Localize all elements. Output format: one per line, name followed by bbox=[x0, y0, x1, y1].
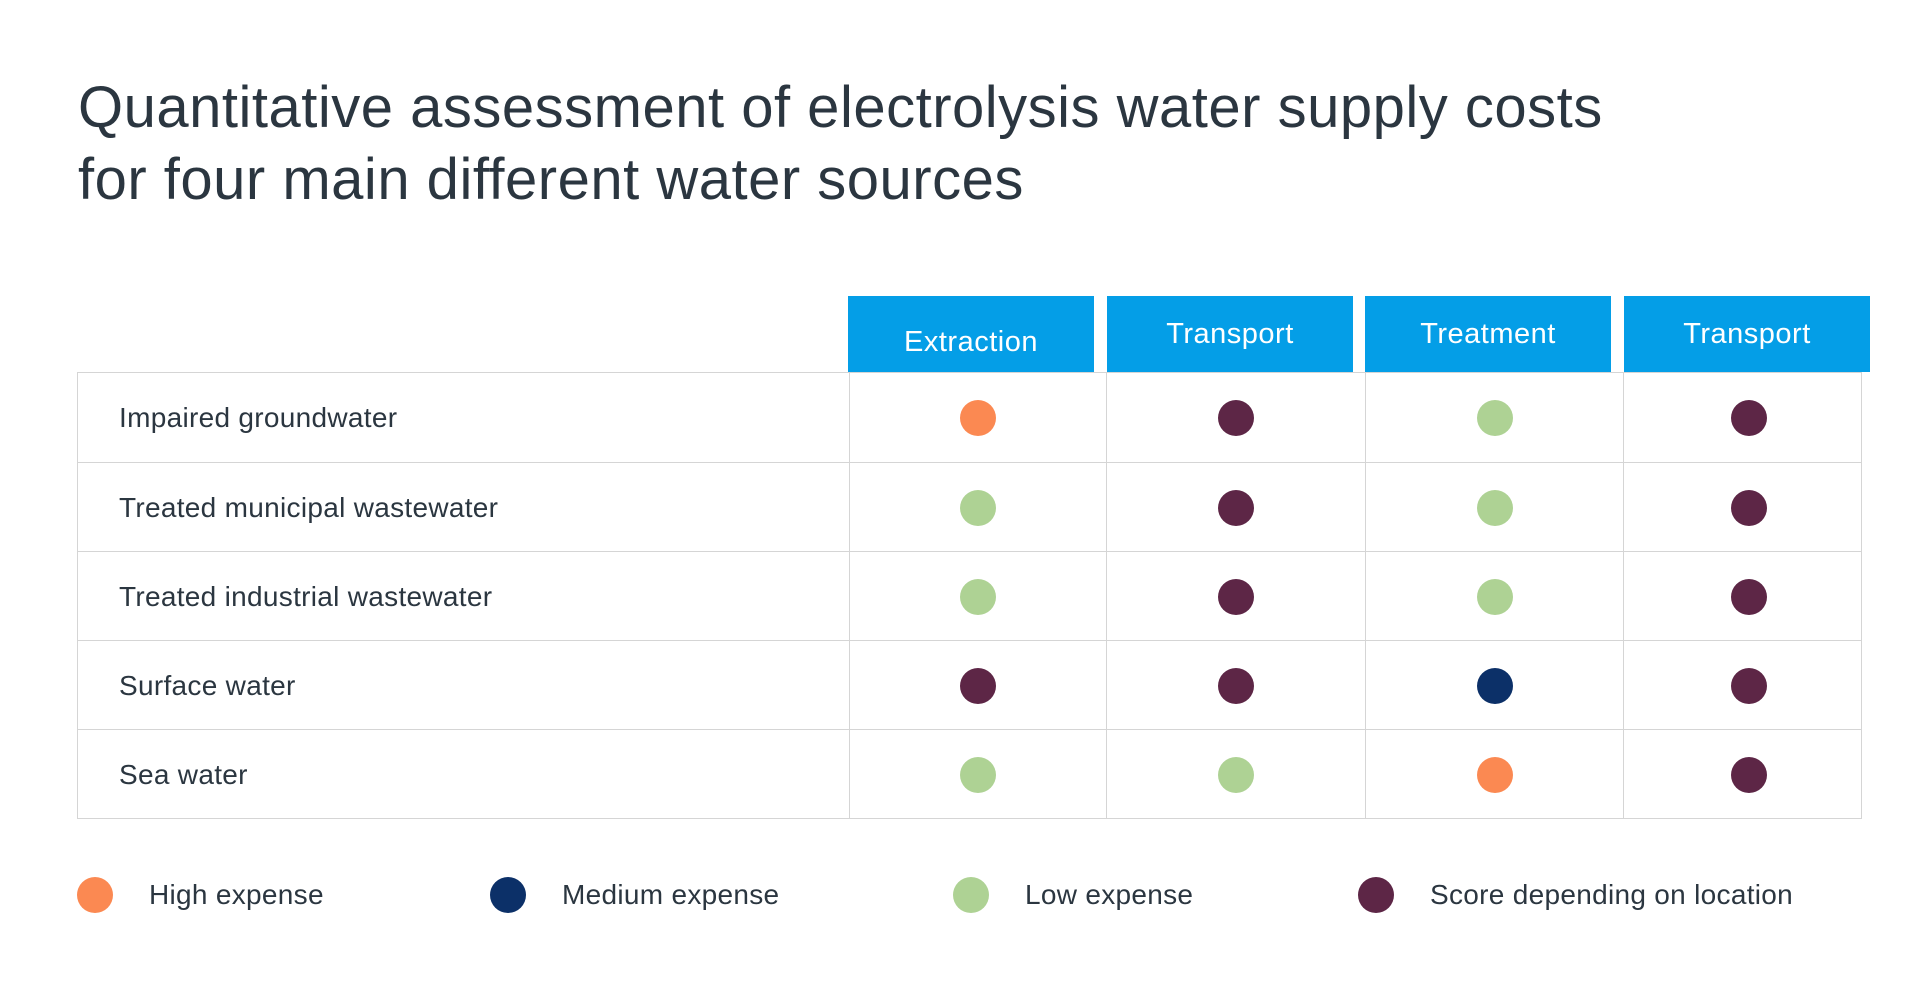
location-dot bbox=[1730, 578, 1767, 615]
low-dot bbox=[1218, 756, 1254, 793]
row-label: Impaired groundwater bbox=[119, 401, 398, 433]
table-row: Treated municipal wastewater bbox=[78, 462, 1861, 552]
matrix-cell bbox=[849, 730, 1106, 819]
cost-matrix: Extraction Transport Treatment Transport… bbox=[77, 296, 1870, 819]
legend-label: High expense bbox=[149, 879, 324, 910]
matrix-cell bbox=[1106, 641, 1365, 730]
low-dot bbox=[960, 756, 996, 793]
location-dot bbox=[1218, 489, 1254, 526]
row-label: Surface water bbox=[119, 669, 296, 701]
matrix-cell bbox=[1106, 730, 1365, 819]
medium-dot bbox=[1476, 667, 1513, 704]
legend-label: Low expense bbox=[1025, 879, 1194, 910]
legend-item-medium: Medium expense bbox=[490, 870, 779, 920]
matrix-cell bbox=[849, 373, 1106, 462]
legend: High expense Medium expense Low expense Sco… bbox=[0, 870, 1920, 920]
location-dot bbox=[1730, 489, 1767, 526]
location-dot bbox=[960, 667, 996, 704]
column-header-row: Extraction Transport Treatment Transport bbox=[77, 296, 1870, 372]
location-dot bbox=[1218, 399, 1254, 436]
table-row: Sea water bbox=[78, 729, 1861, 819]
title-line-2: for four main different water sources bbox=[78, 147, 1024, 212]
column-header-transport-2: Transport bbox=[1624, 296, 1870, 372]
table-row: Impaired groundwater bbox=[78, 373, 1861, 462]
legend-high-dot bbox=[77, 877, 113, 913]
high-dot bbox=[960, 399, 996, 436]
matrix-cell bbox=[849, 641, 1106, 730]
matrix-cell bbox=[1623, 373, 1873, 462]
matrix-cell bbox=[1365, 730, 1623, 819]
low-dot bbox=[1476, 578, 1513, 615]
matrix-cell bbox=[849, 463, 1106, 552]
location-dot bbox=[1218, 578, 1254, 615]
matrix-cell bbox=[1106, 463, 1365, 552]
legend-medium-dot bbox=[490, 877, 526, 913]
row-label: Treated municipal wastewater bbox=[119, 491, 499, 523]
table-row: Surface water bbox=[78, 640, 1861, 730]
low-dot bbox=[1476, 399, 1513, 436]
matrix-cell bbox=[1623, 552, 1873, 641]
location-dot bbox=[1730, 756, 1767, 793]
low-dot bbox=[960, 578, 996, 615]
row-label: Sea water bbox=[119, 758, 248, 790]
legend-label: Score depending on location bbox=[1430, 879, 1794, 910]
matrix-cell bbox=[1365, 373, 1623, 462]
matrix-cell bbox=[849, 552, 1106, 641]
location-dot bbox=[1730, 667, 1767, 704]
low-dot bbox=[1476, 489, 1513, 526]
matrix-grid: Impaired groundwater Treated municipal wa… bbox=[77, 372, 1862, 819]
legend-item-low: Low expense bbox=[953, 870, 1193, 920]
row-label: Treated industrial wastewater bbox=[119, 580, 493, 612]
column-header-transport: Transport bbox=[1107, 296, 1353, 372]
column-header-extraction: Extraction bbox=[848, 296, 1094, 372]
legend-label: Medium expense bbox=[562, 879, 780, 910]
matrix-cell bbox=[1365, 552, 1623, 641]
legend-item-high: High expense bbox=[77, 870, 324, 920]
matrix-cell bbox=[1623, 463, 1873, 552]
matrix-cell bbox=[1365, 641, 1623, 730]
matrix-cell bbox=[1623, 730, 1873, 819]
location-dot bbox=[1730, 399, 1767, 436]
legend-item-location: Score depending on location bbox=[1358, 870, 1793, 920]
table-row: Treated industrial wastewater bbox=[78, 551, 1861, 641]
location-dot bbox=[1218, 667, 1254, 704]
title-line-1: Quantitative assessment of electrolysis … bbox=[78, 75, 1603, 140]
matrix-cell bbox=[1106, 373, 1365, 462]
column-header-treatment: Treatment bbox=[1365, 296, 1611, 372]
chart-title: Quantitative assessment of electrolysis … bbox=[78, 72, 1878, 216]
matrix-cell bbox=[1106, 552, 1365, 641]
matrix-cell bbox=[1365, 463, 1623, 552]
legend-location-dot bbox=[1358, 877, 1394, 913]
low-dot bbox=[960, 489, 996, 526]
high-dot bbox=[1476, 756, 1513, 793]
matrix-cell bbox=[1623, 641, 1873, 730]
legend-low-dot bbox=[953, 877, 989, 913]
